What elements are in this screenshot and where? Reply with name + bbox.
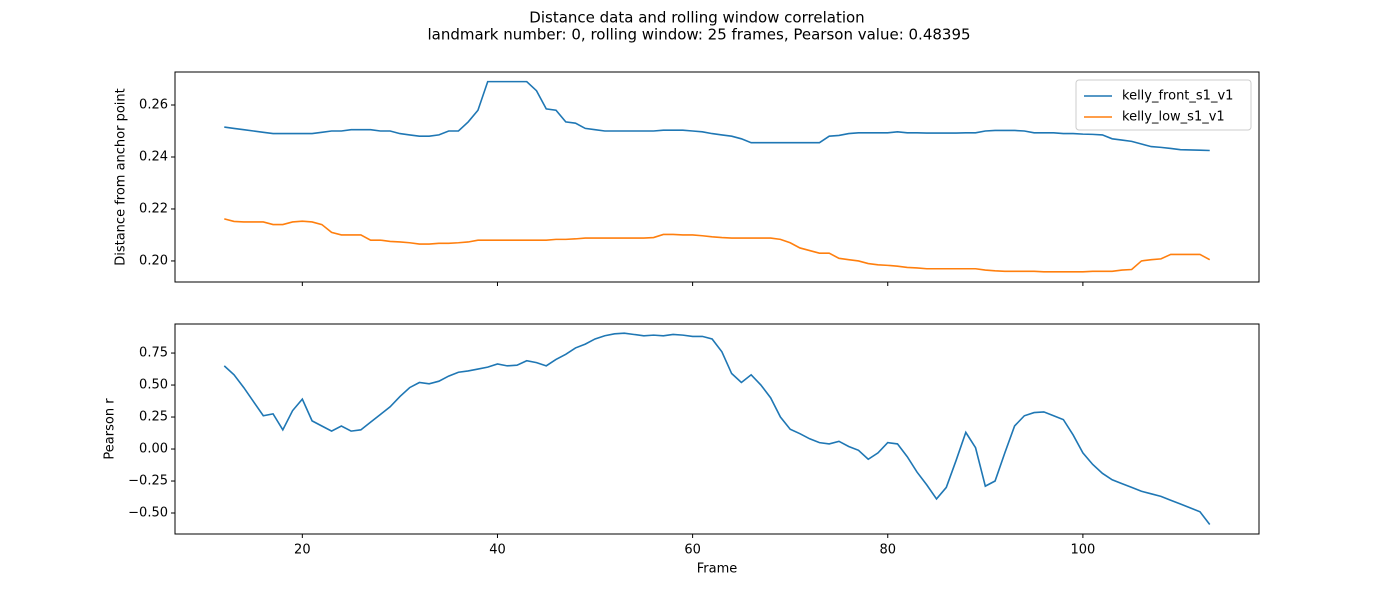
legend-label: kelly_low_s1_v1 (1122, 110, 1225, 125)
x-tick-label: 20 (294, 543, 311, 558)
y-tick-label: 0.24 (139, 149, 168, 164)
legend-label: kelly_front_s1_v1 (1122, 89, 1233, 104)
y-tick-label: 0.22 (139, 201, 168, 216)
figure-title: Distance data and rolling window correla… (529, 9, 864, 27)
x-tick-label: 40 (489, 543, 506, 558)
legend-box (1075, 79, 1252, 131)
x-axis-label: Frame (697, 562, 738, 577)
plot-frame (174, 71, 1260, 283)
y-tick-label: 0.25 (139, 410, 168, 425)
x-tick-label: 80 (879, 543, 896, 558)
y-tick-label: 0.20 (139, 253, 168, 268)
y-tick-label: 0.00 (139, 442, 168, 457)
y-tick-label: −0.50 (128, 506, 168, 521)
data-line (223, 332, 1211, 526)
figure-subtitle: landmark number: 0, rolling window: 25 f… (427, 26, 970, 44)
x-tick-label: 100 (1070, 543, 1095, 558)
y-tick-label: 0.75 (139, 346, 168, 361)
data-line (224, 80, 1210, 152)
plot-frame (174, 323, 1260, 535)
y-tick-label: 0.50 (139, 378, 168, 393)
y-tick-label: −0.25 (128, 474, 168, 489)
y-axis-label: Distance from anchor point (114, 88, 129, 266)
y-tick-label: 0.26 (139, 98, 168, 113)
y-axis-label: Pearson r (103, 398, 118, 460)
x-tick-label: 60 (684, 543, 701, 558)
data-line (224, 218, 1211, 273)
